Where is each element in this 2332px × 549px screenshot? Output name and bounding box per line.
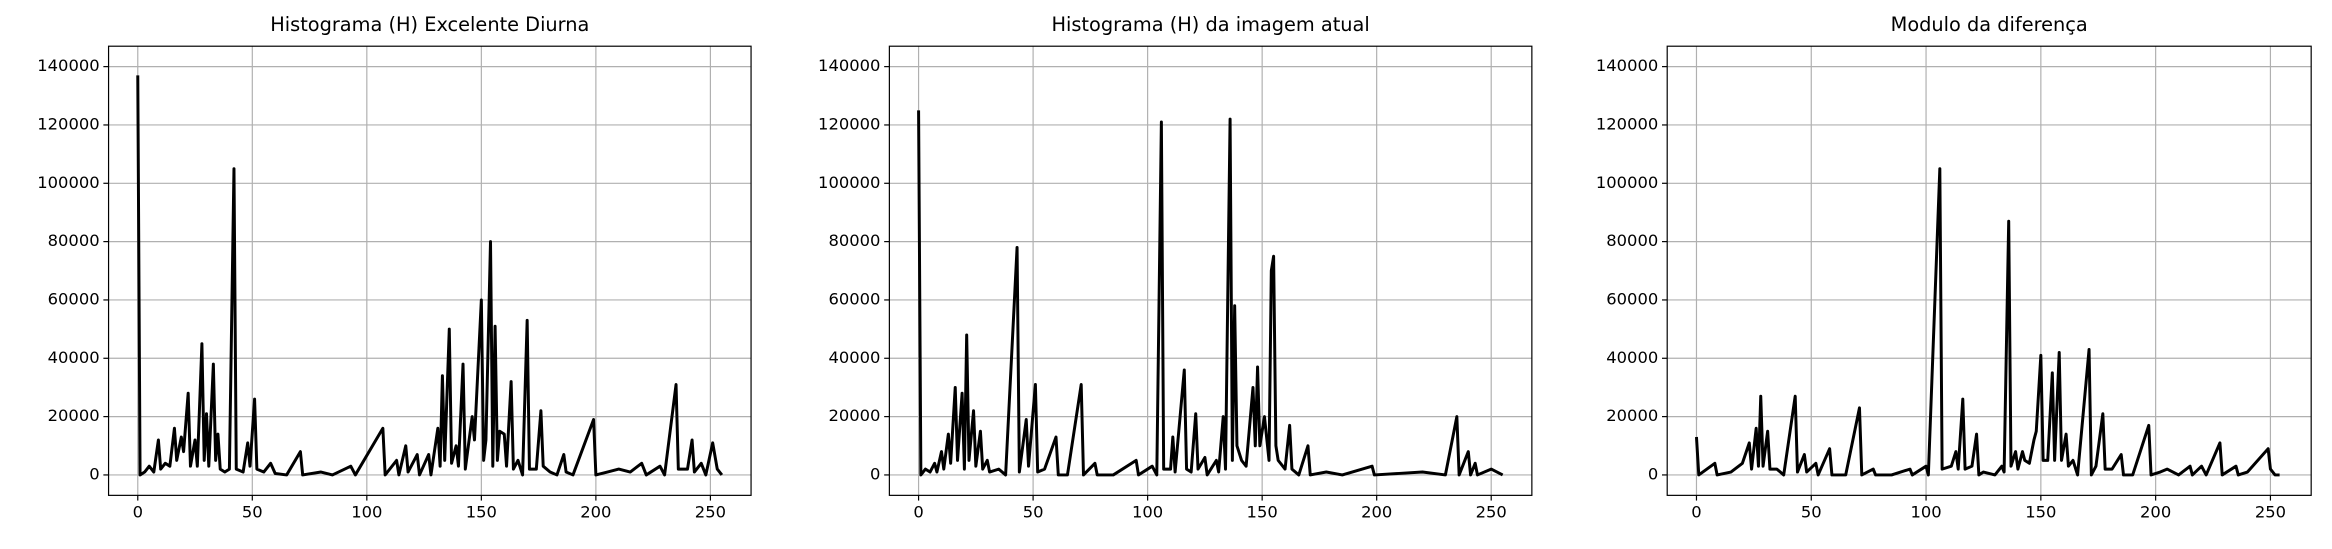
x-tick-label: 250 xyxy=(1476,503,1507,522)
y-tick-label: 0 xyxy=(1648,464,1658,483)
y-tick-label: 20000 xyxy=(48,406,100,425)
x-tick-label: 150 xyxy=(1247,503,1278,522)
x-tick-label: 150 xyxy=(2025,503,2056,522)
data-line xyxy=(917,110,1504,477)
y-tick-label: 40000 xyxy=(1606,348,1658,367)
x-tick-label: 50 xyxy=(1023,503,1044,522)
y-tick-label: 40000 xyxy=(828,348,880,367)
y-tick-label: 40000 xyxy=(48,348,100,367)
y-tick-label: 140000 xyxy=(818,56,880,75)
x-tick-label: 250 xyxy=(695,503,726,522)
x-tick-label: 0 xyxy=(1691,503,1701,522)
y-tick-label: 60000 xyxy=(48,289,100,308)
y-tick-label: 120000 xyxy=(37,114,99,133)
y-tick-label: 60000 xyxy=(828,289,880,308)
x-tick-label: 200 xyxy=(1361,503,1392,522)
y-tick-label: 80000 xyxy=(1606,231,1658,250)
chart-title: Histograma (H) Excelente Diurna xyxy=(270,13,589,36)
chart-title: Modulo da diferença xyxy=(1891,13,2088,36)
y-tick-label: 140000 xyxy=(1596,56,1658,75)
x-tick-label: 50 xyxy=(242,503,263,522)
data-line xyxy=(136,75,724,477)
x-tick-label: 100 xyxy=(1910,503,1941,522)
y-tick-label: 120000 xyxy=(1596,114,1658,133)
x-tick-label: 150 xyxy=(466,503,497,522)
chart-title: Histograma (H) da imagem atual xyxy=(1051,13,1369,36)
y-tick-label: 100000 xyxy=(37,173,99,192)
axes-frame xyxy=(1666,45,2312,496)
y-tick-label: 140000 xyxy=(37,56,99,75)
y-tick-label: 60000 xyxy=(1606,289,1658,308)
y-tick-label: 120000 xyxy=(818,114,880,133)
x-tick-label: 0 xyxy=(913,503,923,522)
y-tick-label: 80000 xyxy=(48,231,100,250)
y-tick-label: 20000 xyxy=(828,406,880,425)
y-tick-label: 80000 xyxy=(828,231,880,250)
x-tick-label: 100 xyxy=(351,503,382,522)
x-tick-label: 250 xyxy=(2255,503,2286,522)
data-line xyxy=(1694,167,2280,477)
axes-frame xyxy=(888,45,1533,496)
y-tick-label: 0 xyxy=(89,464,99,483)
y-tick-label: 100000 xyxy=(818,173,880,192)
axes-frame xyxy=(107,45,752,496)
x-tick-label: 200 xyxy=(2140,503,2171,522)
x-tick-label: 0 xyxy=(133,503,143,522)
y-tick-label: 0 xyxy=(870,464,880,483)
x-tick-label: 50 xyxy=(1801,503,1822,522)
y-tick-label: 20000 xyxy=(1606,406,1658,425)
y-tick-label: 100000 xyxy=(1596,173,1658,192)
x-tick-label: 100 xyxy=(1132,503,1163,522)
x-tick-label: 200 xyxy=(580,503,611,522)
